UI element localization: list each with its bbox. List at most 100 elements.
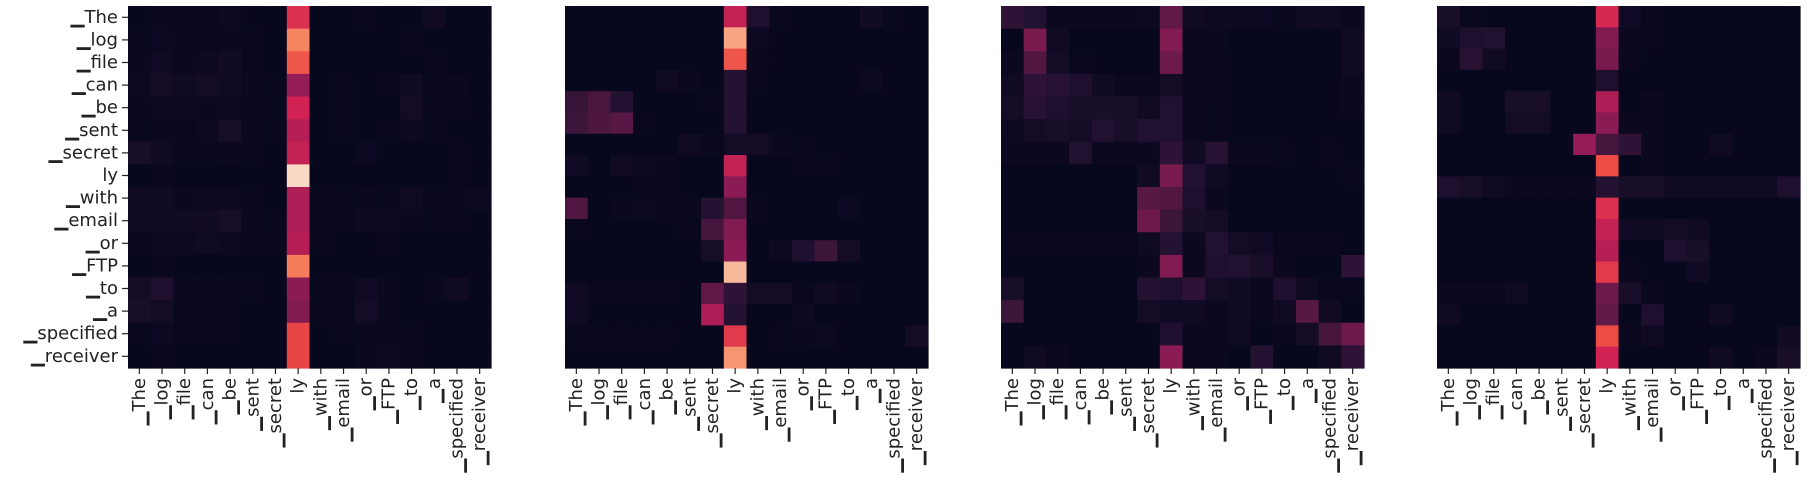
heat-cell xyxy=(1754,346,1778,369)
x-tick-label: ▁to xyxy=(1274,378,1295,411)
heat-cell xyxy=(1114,141,1138,165)
heat-cell xyxy=(1777,176,1801,199)
x-tick-label: ▁be xyxy=(657,378,678,415)
heat-cell xyxy=(422,209,447,233)
heat-cell xyxy=(610,133,634,156)
heat-cell xyxy=(1754,27,1778,50)
heat-cell xyxy=(1731,69,1756,92)
heat-cell xyxy=(1686,69,1710,92)
heat-cell xyxy=(1091,6,1116,30)
heat-cell xyxy=(445,6,469,30)
heat-cell xyxy=(445,232,469,256)
heat-cell xyxy=(309,141,333,165)
heat-cell xyxy=(1709,6,1733,28)
heat-cell xyxy=(1046,96,1070,120)
heat-cell xyxy=(769,282,793,305)
heat-cell xyxy=(1137,96,1161,120)
y-tick-label: ▁The xyxy=(70,7,118,28)
heat-cell xyxy=(1505,176,1529,199)
heat-cell xyxy=(723,48,748,71)
x-tick-label: ▁receiver xyxy=(469,377,490,466)
heat-cell xyxy=(1777,112,1801,135)
heat-cell xyxy=(1159,232,1184,256)
heat-cell xyxy=(332,164,356,188)
heat-cell xyxy=(286,119,311,143)
heat-cell xyxy=(701,304,725,327)
heat-cell xyxy=(377,300,401,324)
heat-cell xyxy=(1318,209,1342,233)
heat-cell xyxy=(1505,282,1529,305)
heat-cell xyxy=(791,240,816,263)
heat-cell xyxy=(1777,133,1801,156)
heat-cell xyxy=(723,218,748,241)
heat-cell xyxy=(377,141,401,165)
heat-cell xyxy=(218,277,243,301)
heat-cell xyxy=(655,197,680,220)
heat-cell xyxy=(150,6,174,30)
x-tick-label: ▁be xyxy=(1529,378,1550,415)
heat-cell xyxy=(354,73,379,98)
heat-cell xyxy=(1227,345,1252,369)
heat-cell xyxy=(218,51,243,75)
heat-cell xyxy=(701,261,725,284)
heat-cell xyxy=(1205,277,1229,301)
heat-cell xyxy=(1091,187,1116,211)
heat-cell xyxy=(655,6,680,28)
heat-cell xyxy=(354,277,379,301)
heat-cell xyxy=(678,48,702,71)
heat-cell xyxy=(1091,209,1116,233)
heat-cell xyxy=(241,164,265,188)
heat-cell xyxy=(859,261,884,284)
heat-cell xyxy=(1046,187,1070,211)
heat-cell xyxy=(1663,282,1688,305)
heat-cell xyxy=(1001,254,1025,279)
heat-cell xyxy=(905,176,929,199)
heat-cell xyxy=(332,51,356,75)
heat-cell xyxy=(769,48,793,71)
heat-cell xyxy=(814,261,838,284)
heat-cell xyxy=(173,73,197,98)
heat-cell xyxy=(1437,282,1461,305)
heat-cell xyxy=(309,187,333,211)
heat-cell xyxy=(1595,155,1620,177)
heat-cell xyxy=(837,261,861,284)
heat-cell xyxy=(1527,69,1552,92)
y-tick-label: ▁sent xyxy=(64,120,118,141)
heat-cell xyxy=(128,119,152,143)
heat-cell xyxy=(1069,322,1093,346)
heat-cell xyxy=(1505,240,1529,263)
heat-cell xyxy=(150,254,174,279)
heat-cell xyxy=(1550,282,1574,305)
heat-cell xyxy=(565,304,589,327)
heat-cell xyxy=(1205,232,1229,256)
heat-cell xyxy=(150,96,174,120)
heat-cell xyxy=(701,27,725,50)
heat-cell xyxy=(1573,261,1597,284)
heat-cell xyxy=(655,133,680,156)
heat-cell xyxy=(905,197,929,220)
heat-cell xyxy=(882,133,906,156)
heat-cell xyxy=(1023,232,1047,256)
x-tick-label: ▁with xyxy=(1183,378,1204,431)
heat-cell xyxy=(1709,27,1733,50)
heat-cell xyxy=(882,346,906,369)
heat-cell xyxy=(587,197,611,220)
heat-cell xyxy=(1709,197,1733,220)
heat-cell xyxy=(1182,28,1206,52)
heat-cell xyxy=(859,176,884,199)
heat-cell xyxy=(882,261,906,284)
heat-cell xyxy=(905,261,929,284)
heat-cell xyxy=(241,96,265,120)
heat-cell xyxy=(1250,254,1274,279)
heat-cell xyxy=(1641,176,1665,199)
heat-cell xyxy=(128,345,152,369)
heat-cell xyxy=(241,254,265,279)
heat-cell xyxy=(723,325,748,348)
heat-cell xyxy=(746,6,770,28)
heat-cell xyxy=(1686,6,1710,28)
heat-cell xyxy=(905,304,929,327)
heat-cell xyxy=(1137,300,1161,324)
heat-cell xyxy=(400,209,424,233)
heat-cell xyxy=(1069,6,1093,30)
heat-cell xyxy=(264,119,288,143)
